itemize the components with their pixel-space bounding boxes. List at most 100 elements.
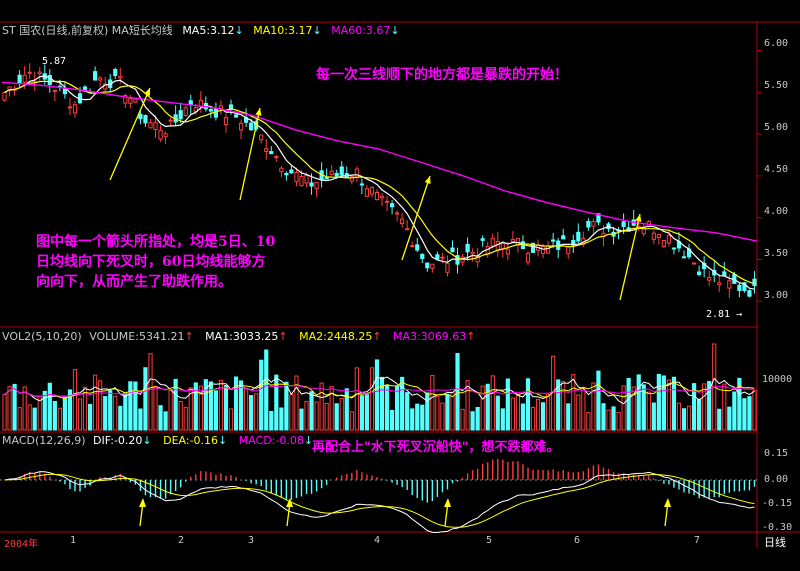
volume-bar [717, 408, 722, 431]
candle-body [727, 280, 732, 289]
volume-bar [67, 389, 73, 431]
volume-bar [485, 383, 490, 431]
volume-bar [269, 410, 274, 431]
candle-body [495, 241, 500, 252]
candle-body [520, 241, 526, 250]
macd-arrowhead-2 [286, 498, 293, 507]
volume-bar [611, 406, 616, 431]
price-arrowhead-4 [635, 214, 642, 222]
x-label-3: 3 [248, 535, 255, 546]
volume-bar [344, 388, 349, 431]
volume-bar [168, 389, 173, 431]
volume-bar [626, 378, 631, 431]
candle-body [359, 183, 364, 186]
volume-bar [203, 379, 208, 431]
dea-line [4, 473, 755, 528]
volume-bar [747, 396, 752, 431]
vol-ma3-value: MA3:3069.63 [393, 330, 467, 343]
candle-body [2, 91, 7, 101]
candle-body [525, 252, 531, 263]
volume-bar [198, 385, 203, 431]
candle-body [425, 262, 430, 269]
candle-body [67, 106, 73, 109]
period-button[interactable]: 日线 [764, 536, 786, 549]
volume-bar [616, 411, 621, 431]
volume-bar [52, 400, 57, 431]
volume-bar [440, 402, 445, 431]
volume-bar [727, 406, 732, 431]
volume-bar [299, 408, 304, 431]
candle-body [405, 228, 410, 231]
volume-bar [279, 407, 284, 431]
volume-bar [389, 409, 395, 431]
candle-body [661, 240, 666, 247]
volume-bar [153, 386, 158, 431]
volume-bar [57, 407, 62, 431]
candle-body [576, 231, 581, 242]
vol-ma3-line [4, 384, 755, 397]
volume-bar [405, 392, 410, 431]
volume-bar [289, 394, 294, 431]
volume-bar [400, 376, 405, 431]
volume-bar [163, 411, 168, 431]
volume-bar [656, 373, 661, 431]
volume-bar [505, 378, 510, 431]
volume-bar [2, 394, 7, 431]
price-tick-7: 3.00 [764, 290, 789, 301]
volume-bar [707, 380, 712, 431]
candle-body [571, 239, 576, 246]
volume-bar [752, 389, 757, 431]
candle-body [123, 94, 128, 104]
volume-bar [455, 352, 460, 431]
candle-body [62, 88, 68, 95]
annotation-middle: 图中每一个箭头所指处，均是5日、10 日均线向下死叉时，60日均线能够方 向向下… [36, 232, 275, 292]
annotation-middle-line3: 向向下，从而产生了助跌作用。 [36, 274, 232, 290]
candle-body [113, 68, 118, 77]
volume-bar [354, 367, 359, 431]
volume-bar [636, 374, 641, 431]
volume-bar [72, 369, 78, 431]
candle-body [510, 239, 515, 242]
candle-body [153, 122, 158, 131]
candle-body [490, 238, 495, 247]
candle-body [143, 115, 148, 124]
volume-bar [702, 383, 707, 431]
volume-bar [213, 390, 219, 431]
x-label-2: 2 [178, 535, 185, 546]
volume-bar [722, 383, 727, 431]
vol-ma1-value: MA1:3033.25 [205, 330, 279, 343]
volume-bar [87, 403, 93, 431]
volume-bar [460, 408, 465, 431]
candle-body [133, 98, 138, 103]
volume-bar [697, 398, 702, 431]
ma-indicator-label: MA短长均线 [111, 24, 173, 37]
candle-body [128, 98, 133, 104]
volume-bar [415, 403, 420, 431]
candle-body [349, 175, 354, 182]
volume-bar [294, 375, 299, 431]
volume-bar [520, 403, 526, 431]
candle-body [304, 175, 309, 184]
volume-bar [676, 402, 682, 431]
volume-bar [244, 388, 249, 431]
candle-body [430, 263, 435, 269]
volume-bar [561, 381, 566, 431]
volume-bar [329, 386, 334, 431]
candle-body [17, 74, 22, 84]
volume-bar [395, 385, 400, 431]
volume-bar [12, 383, 17, 431]
volume-bar [274, 374, 279, 431]
price-arrowhead-1 [144, 88, 150, 96]
candle-body [400, 218, 405, 225]
volume-bar [410, 408, 415, 431]
candle-body [420, 253, 425, 260]
high-price-label: 5.87 [42, 56, 67, 67]
volume-bar [566, 403, 571, 431]
candle-body [379, 195, 385, 199]
volume-tick: 10000 [762, 374, 793, 385]
adjust-label: 前复权 [71, 24, 104, 37]
candle-body [465, 243, 470, 253]
volume-bar [218, 379, 224, 431]
candle-body [591, 221, 596, 227]
volume-bar [233, 376, 239, 431]
